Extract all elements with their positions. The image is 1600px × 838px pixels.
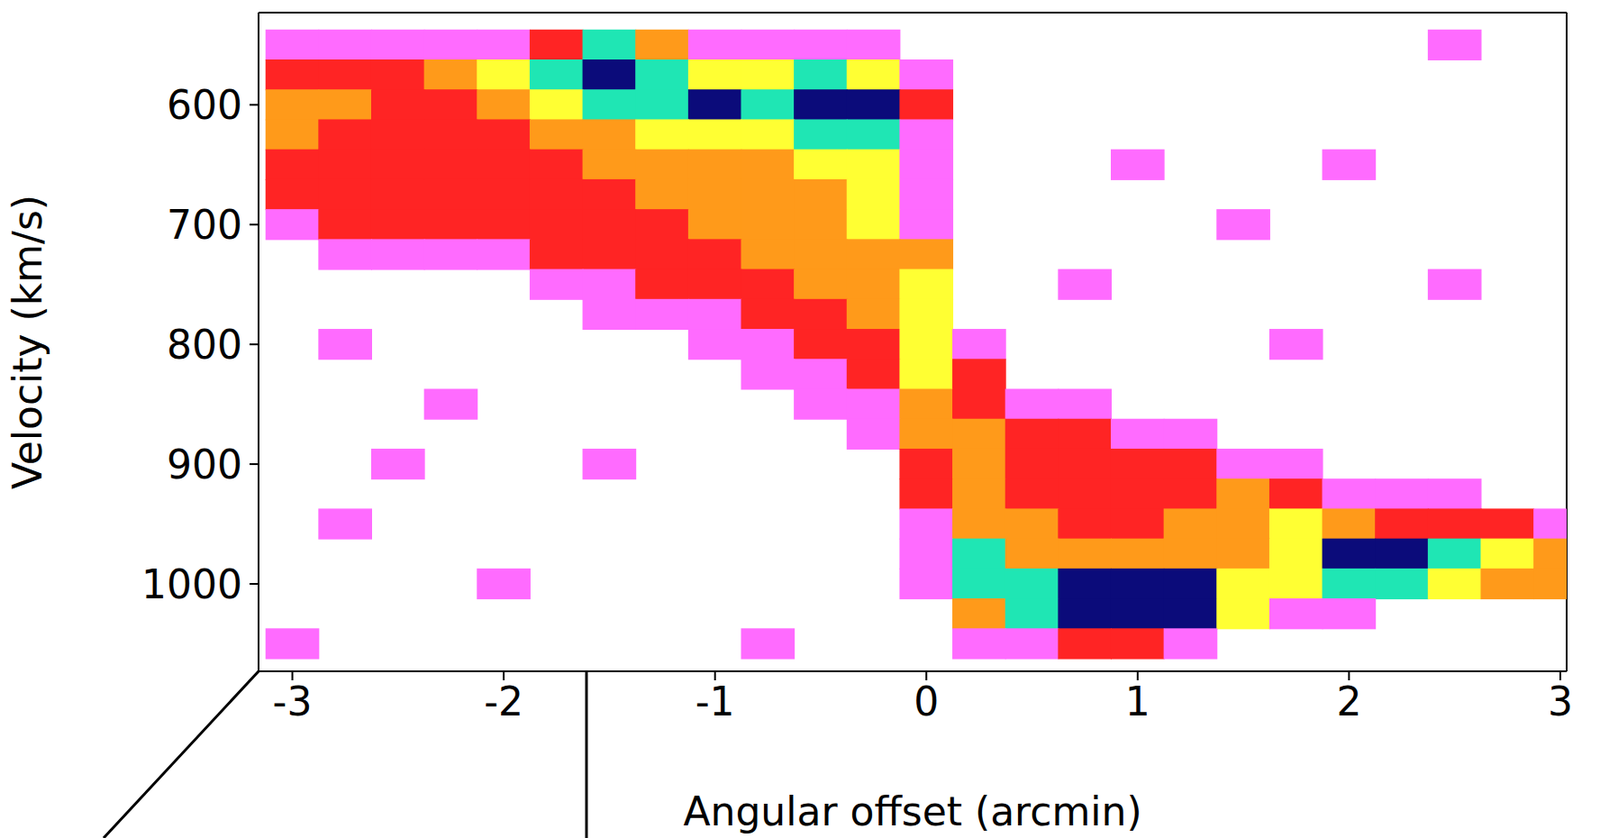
- svg-text:Velocity (km/s): Velocity (km/s): [4, 194, 51, 490]
- svg-text:Angular offset (arcmin): Angular offset (arcmin): [682, 788, 1142, 835]
- svg-text:-1: -1: [695, 678, 736, 725]
- svg-text:1: 1: [1125, 678, 1151, 725]
- svg-text:-2: -2: [483, 678, 524, 725]
- svg-text:2: 2: [1336, 678, 1362, 725]
- svg-text:700: 700: [166, 201, 243, 248]
- svg-text:800: 800: [166, 321, 243, 368]
- svg-text:1000: 1000: [141, 561, 243, 608]
- svg-text:3: 3: [1547, 678, 1573, 725]
- svg-text:600: 600: [166, 81, 243, 128]
- svg-text:-3: -3: [272, 678, 313, 725]
- svg-text:900: 900: [166, 441, 243, 488]
- svg-text:0: 0: [913, 678, 939, 725]
